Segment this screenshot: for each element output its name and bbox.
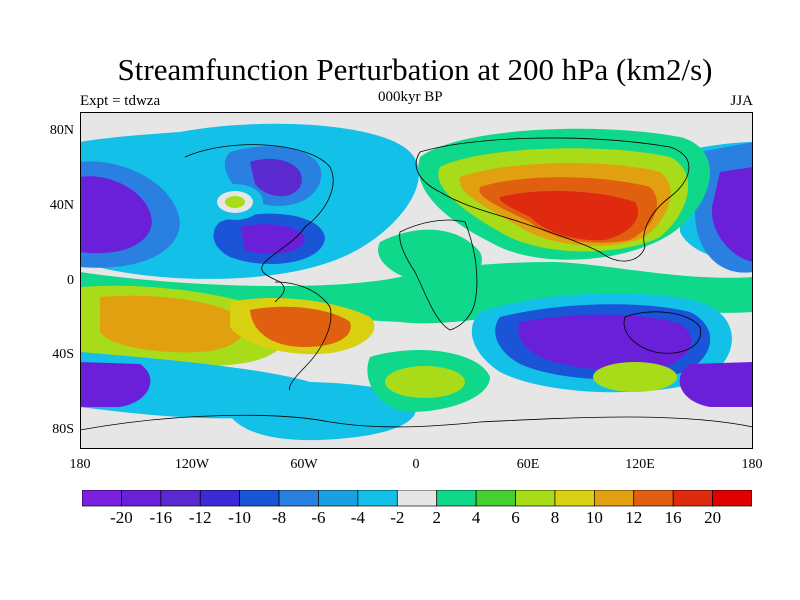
colorbar-label: -12 <box>188 508 212 527</box>
colorbar-swatch <box>475 490 516 507</box>
x-tick-60w: 60W <box>290 457 318 472</box>
coastline-australia <box>623 311 701 354</box>
colorbar-swatch <box>396 490 438 507</box>
colorbar-label: 8 <box>550 508 560 527</box>
colorbar-label: -8 <box>271 508 287 527</box>
x-tick-120w: 120W <box>174 457 210 472</box>
colorbar-swatch <box>515 490 556 507</box>
colorbar-label: -4 <box>350 508 365 527</box>
period-label: 000kyr BP <box>378 89 443 105</box>
colorbar-swatch <box>121 490 162 507</box>
contour-purple-caribbean <box>240 224 305 255</box>
colorbar-label: 20 <box>704 508 722 527</box>
colorbar-swatch <box>593 490 635 507</box>
colorbar-swatch <box>318 490 359 507</box>
colorbar-label: 6 <box>511 508 520 527</box>
map-title: Streamfunction Perturbation at 200 hPa (… <box>117 52 713 87</box>
streamfunction-map <box>80 112 753 449</box>
colorbar-swatch <box>82 490 122 507</box>
colorbar-label: -20 <box>110 508 133 527</box>
contour-purple-southern-west <box>80 362 151 407</box>
colorbar-swatch <box>357 490 398 507</box>
contour-yellowgreen-south-indian <box>593 362 677 392</box>
x-tick-120e: 120E <box>625 457 655 472</box>
contour-purple-na <box>250 158 302 197</box>
colorbar <box>82 490 752 507</box>
contour-yellowgreen-south-atlantic <box>385 366 465 398</box>
y-tick-40n: 40N <box>49 198 74 213</box>
x-tick-0: 0 <box>412 457 420 472</box>
coastline-africa <box>399 219 478 331</box>
colorbar-swatch <box>436 490 477 507</box>
contour-purple-pacific-west <box>80 176 152 254</box>
colorbar-label: 16 <box>664 508 682 527</box>
contour-purple-south-indian <box>518 314 692 371</box>
colorbar-swatch <box>199 490 240 507</box>
contour-purple-pacific-east <box>711 167 753 262</box>
colorbar-label: -6 <box>311 508 326 527</box>
x-tick-180e: 180 <box>741 457 763 472</box>
colorbar-label: -16 <box>149 508 173 527</box>
y-tick-80s: 80S <box>52 422 74 437</box>
coastline-antarctica <box>80 414 753 431</box>
x-tick-60e: 60E <box>516 457 540 472</box>
colorbar-label: 10 <box>585 508 603 527</box>
colorbar-swatch <box>160 490 201 507</box>
colorbar-label: 12 <box>625 508 643 527</box>
contour-red-eurasia <box>499 190 639 241</box>
colorbar-label: -10 <box>228 508 251 527</box>
contour-fill-layer <box>80 123 753 441</box>
coastline-south-america <box>274 281 332 391</box>
colorbar-swatch <box>672 490 713 507</box>
contour-orange-south-pacific <box>100 295 246 353</box>
y-tick-80n: 80N <box>49 123 74 138</box>
coastlines <box>80 137 753 431</box>
colorbar-label: 4 <box>471 508 481 527</box>
colorbar-swatch <box>239 490 280 507</box>
colorbar-swatch <box>278 490 319 507</box>
experiment-label: Expt = tdwza <box>80 93 161 109</box>
colorbar-swatch <box>633 490 674 507</box>
contour-cyan-antarctic <box>220 381 416 441</box>
contour-yellowgreen-np <box>225 196 245 208</box>
season-label: JJA <box>730 93 753 109</box>
map-frame <box>80 112 753 449</box>
contour-purple-southern-east <box>679 362 753 407</box>
coastline-eurasia <box>415 137 690 262</box>
y-tick-40s: 40S <box>52 347 74 362</box>
x-tick-180w: 180 <box>69 457 91 472</box>
colorbar-label: -2 <box>390 508 405 527</box>
colorbar-label: 2 <box>432 508 441 527</box>
colorbar-swatch <box>712 490 752 507</box>
colorbar-swatch <box>554 490 595 507</box>
y-tick-0: 0 <box>67 273 74 288</box>
